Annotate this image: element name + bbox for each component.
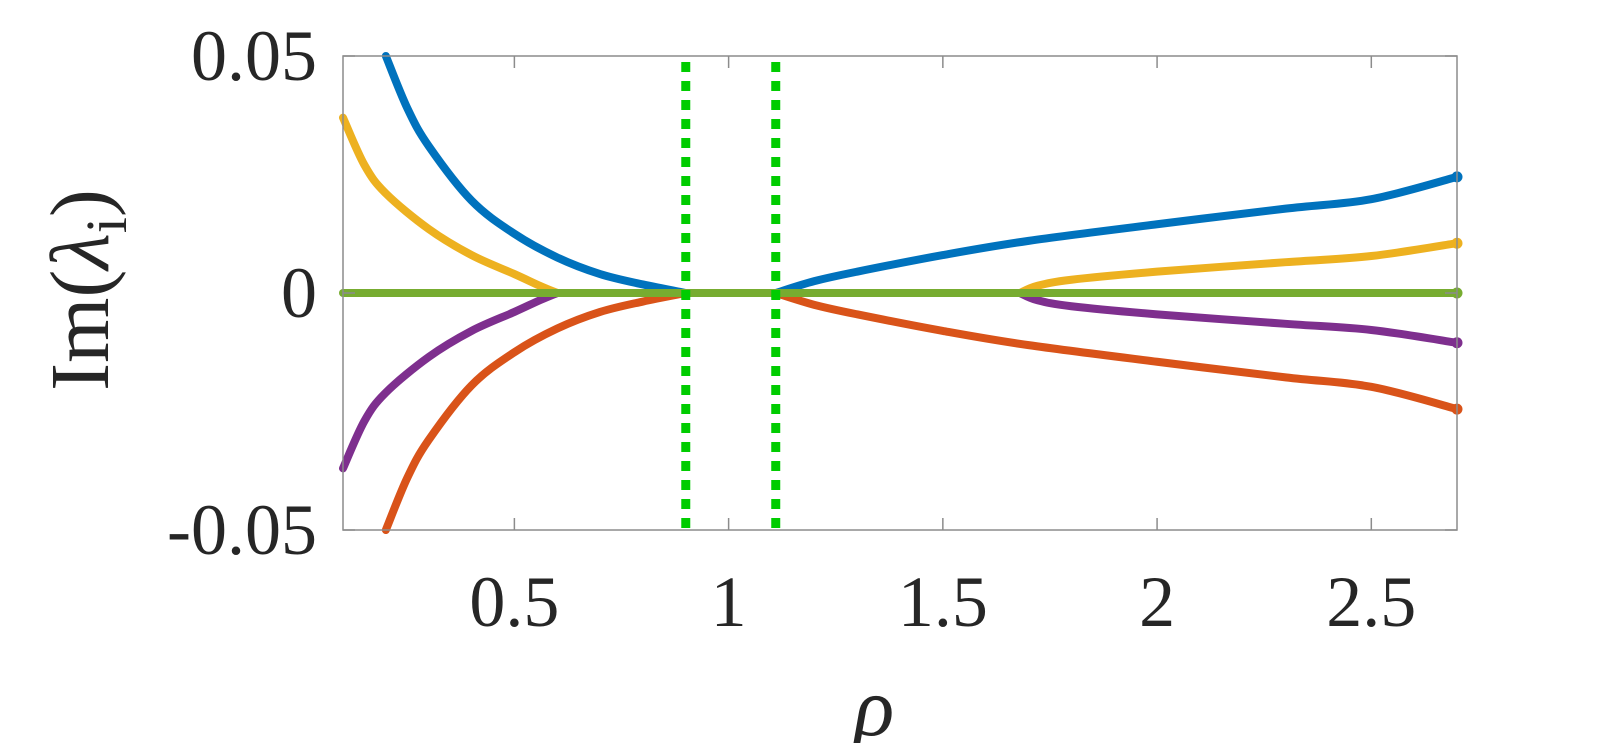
y-axis-title-symbol: λ bbox=[34, 233, 127, 272]
axes bbox=[342, 55, 1458, 531]
series-line bbox=[381, 52, 690, 297]
y-tick-label: 0 bbox=[281, 253, 317, 333]
x-axis-title: ρ bbox=[851, 661, 894, 743]
x-tick-label: 1 bbox=[711, 562, 747, 642]
y-axis-title: Im(λi) bbox=[34, 189, 139, 391]
y-tick-label: -0.05 bbox=[167, 490, 317, 570]
x-tick-label: 0.5 bbox=[469, 562, 559, 642]
series-line bbox=[339, 289, 562, 473]
y-tick-label: 0.05 bbox=[191, 16, 317, 96]
x-tick-label: 2 bbox=[1139, 562, 1175, 642]
series-line bbox=[339, 113, 562, 297]
series-line bbox=[771, 172, 1461, 297]
svg-text:Im(λi): Im(λi) bbox=[34, 189, 139, 391]
y-axis-title-prefix: Im( bbox=[34, 270, 127, 391]
plot-area bbox=[339, 52, 1463, 534]
x-tick-label: 2.5 bbox=[1326, 562, 1416, 642]
series-line bbox=[771, 289, 1461, 414]
x-tick-label: 1.5 bbox=[898, 562, 988, 642]
y-axis-title-subscript: i bbox=[74, 217, 139, 233]
series-line bbox=[1015, 289, 1461, 347]
series-line bbox=[381, 289, 690, 534]
y-axis-title-suffix: ) bbox=[34, 189, 127, 217]
series-line bbox=[1015, 239, 1461, 297]
tick-labels: 0.5 1 1.5 2 2.5 -0.05 0 0.05 bbox=[167, 16, 1416, 642]
